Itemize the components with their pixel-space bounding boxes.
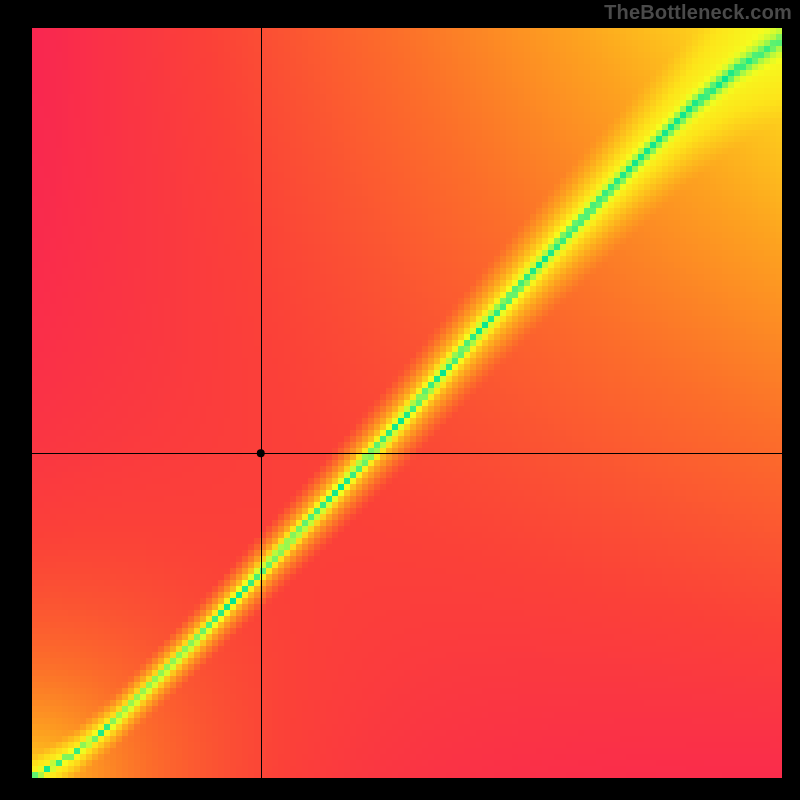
bottleneck-heatmap: [0, 0, 800, 800]
watermark-text: TheBottleneck.com: [604, 2, 792, 25]
